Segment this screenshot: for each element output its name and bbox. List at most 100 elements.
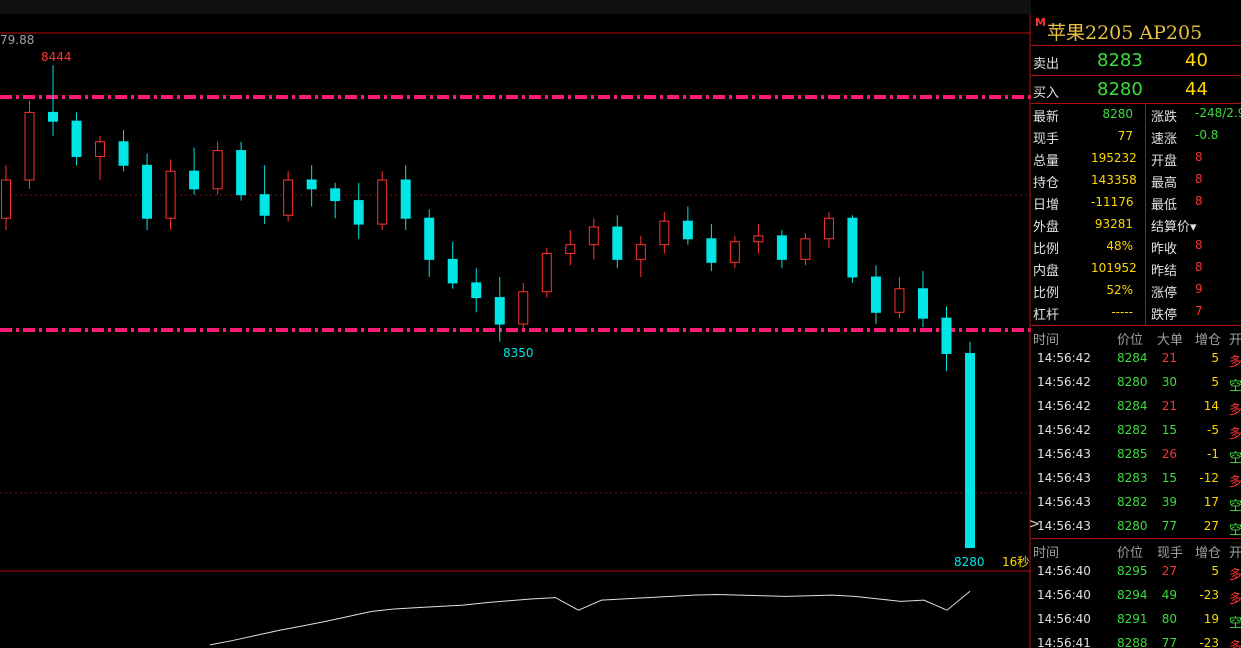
candle-body <box>118 141 129 166</box>
table-header: 价位 <box>1117 333 1144 348</box>
candle-body <box>518 291 529 325</box>
price: 8285 <box>1117 447 1148 461</box>
stat-label: 涨停 <box>1151 286 1178 301</box>
candle-body <box>377 179 388 225</box>
candle-body <box>189 170 200 190</box>
cursor: > <box>1029 517 1040 532</box>
low-label: 8350 <box>503 346 534 360</box>
countdown: 16秒 <box>1002 555 1029 569</box>
candle-body <box>330 188 341 202</box>
stat-label: 结算价▾ <box>1151 220 1197 235</box>
volume: 27 <box>1161 564 1177 578</box>
candle-body <box>800 238 811 260</box>
open-type: 多 <box>1229 568 1241 583</box>
toolbar <box>0 0 1031 14</box>
candle-body <box>236 150 247 196</box>
marker: M <box>1035 16 1046 29</box>
stat-value: 8 <box>1195 150 1203 164</box>
stat-value: 9 <box>1195 282 1203 296</box>
open-type: 空 <box>1229 499 1241 514</box>
stat-value: 7 <box>1195 304 1203 318</box>
oi-change: -1 <box>1207 447 1219 461</box>
stat-value: ----- <box>1111 305 1133 319</box>
candle-body <box>753 235 764 243</box>
candle-body <box>447 258 458 284</box>
time: 14:56:40 <box>1037 588 1091 602</box>
candle-body <box>659 220 670 246</box>
oi-change: -5 <box>1207 423 1219 437</box>
candle-body <box>588 226 599 246</box>
high-label: 8444 <box>41 50 72 64</box>
oi-change: -12 <box>1199 471 1219 485</box>
stat-label: 最低 <box>1151 198 1178 213</box>
stat-label: 比例 <box>1033 242 1060 257</box>
oi-change: 17 <box>1203 495 1219 509</box>
price: 8283 <box>1117 471 1148 485</box>
candle-body <box>24 111 35 181</box>
candle-body <box>847 217 858 278</box>
candle-body <box>353 200 364 225</box>
stat-label: 杠杆 <box>1033 308 1060 323</box>
candle-body <box>823 217 834 240</box>
oi-change: -23 <box>1199 636 1219 648</box>
divider <box>1145 103 1146 325</box>
candle-body <box>541 252 552 293</box>
price: 8295 <box>1117 564 1148 578</box>
stat-value: 8 <box>1195 194 1203 208</box>
divider <box>1031 538 1241 539</box>
price-chart: 79.88 8444 8350 8280 16秒 <box>0 0 1031 648</box>
stat-label: 日增 <box>1033 198 1060 213</box>
table-header: 开 <box>1229 333 1241 348</box>
stat-value: 101952 <box>1091 261 1137 275</box>
time: 14:56:42 <box>1037 375 1091 389</box>
candle-body <box>71 120 82 157</box>
table-header: 大单 <box>1157 333 1184 348</box>
candle-body <box>612 226 623 260</box>
stat-label: 持仓 <box>1033 176 1060 191</box>
stat-label: 开盘 <box>1151 154 1178 169</box>
volume: 77 <box>1161 636 1177 648</box>
stat-value: 77 <box>1117 129 1133 143</box>
stat-value: -0.8 <box>1195 128 1219 142</box>
table-header: 时间 <box>1033 546 1060 561</box>
volume: 21 <box>1161 351 1177 365</box>
open-type: 空 <box>1229 616 1241 631</box>
candle-body <box>565 244 576 254</box>
time: 14:56:42 <box>1037 423 1091 437</box>
time: 14:56:42 <box>1037 351 1091 365</box>
oi-change: 19 <box>1203 612 1219 626</box>
stat-label: 跌停 <box>1151 308 1178 323</box>
price: 8282 <box>1117 423 1148 437</box>
quote-panel: M 苹果2205 AP205 卖出 8283 40 买入 8280 44 最新 8… <box>1029 0 1241 648</box>
volume: 15 <box>1161 471 1177 485</box>
candle-body <box>682 220 693 240</box>
candle-body <box>917 288 928 319</box>
price: 8282 <box>1117 495 1148 509</box>
price: 8294 <box>1117 588 1148 602</box>
candle-body <box>471 282 482 299</box>
scale-label: 79.88 <box>0 33 34 47</box>
candle-body <box>941 317 952 354</box>
volume: 30 <box>1161 375 1177 389</box>
stat-label: 内盘 <box>1033 264 1060 279</box>
stat-value: 8 <box>1195 172 1203 186</box>
open-type: 多 <box>1229 355 1241 370</box>
stat-label: 比例 <box>1033 286 1060 301</box>
open-type: 多 <box>1229 640 1241 648</box>
ask-price: 8283 <box>1097 50 1143 71</box>
table-header: 时间 <box>1033 333 1060 348</box>
candle-body <box>142 164 153 219</box>
open-type: 空 <box>1229 379 1241 394</box>
price: 8280 <box>1117 519 1148 533</box>
candle-body <box>1 179 11 219</box>
open-type: 空 <box>1229 523 1241 538</box>
open-type: 空 <box>1229 451 1241 466</box>
oi-change: 5 <box>1211 564 1219 578</box>
table-header: 价位 <box>1117 546 1144 561</box>
time: 14:56:41 <box>1037 636 1091 648</box>
volume: 39 <box>1161 495 1177 509</box>
candle-body <box>729 241 740 263</box>
stat-value: 8280 <box>1102 107 1133 121</box>
price: 8288 <box>1117 636 1148 648</box>
